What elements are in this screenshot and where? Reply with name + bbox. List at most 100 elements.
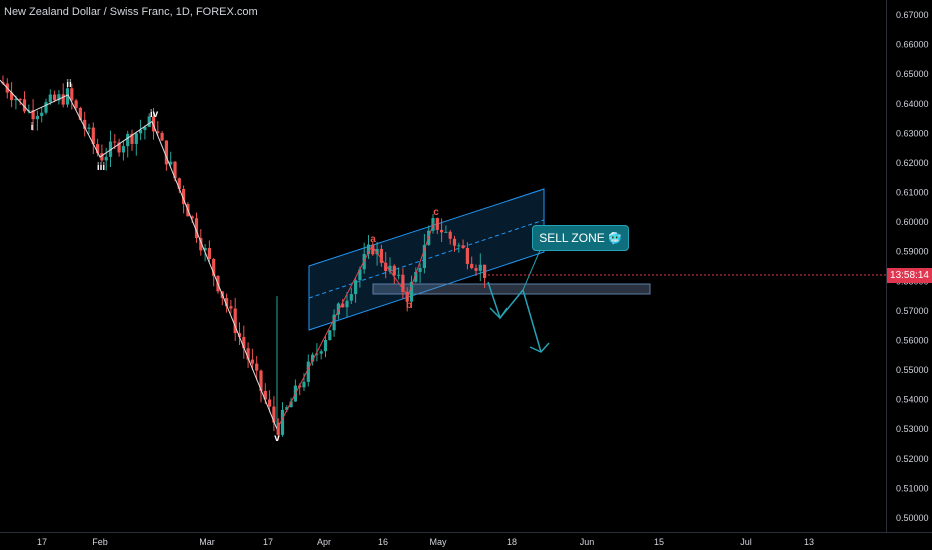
candle-body xyxy=(190,216,194,219)
candle-body xyxy=(306,361,310,382)
time-axis-label: Apr xyxy=(317,537,331,547)
candle-body xyxy=(336,303,340,315)
candle-body xyxy=(233,308,237,334)
candle-body xyxy=(448,231,452,239)
callout-pointer xyxy=(522,247,542,291)
candle-body xyxy=(285,407,289,410)
current-price-countdown: 13:58:14 xyxy=(887,268,932,283)
candle-body xyxy=(478,264,482,271)
price-axis-label: 0.61000 xyxy=(896,188,929,198)
time-axis-label: 17 xyxy=(37,537,47,547)
time-axis-label: Jun xyxy=(580,537,595,547)
candle-body xyxy=(272,406,276,423)
price-axis-label: 0.54000 xyxy=(896,395,929,405)
candle-body xyxy=(35,115,39,120)
time-axis-label: 17 xyxy=(263,537,273,547)
projection-arrowhead-2 xyxy=(529,342,550,353)
time-axis-label: May xyxy=(429,537,447,547)
price-axis-label: 0.62000 xyxy=(896,158,929,168)
price-axis-label: 0.53000 xyxy=(896,424,929,434)
chart-title: New Zealand Dollar / Swiss Franc, 1D, FO… xyxy=(4,6,258,18)
candle-body xyxy=(354,280,358,295)
time-axis-separator xyxy=(0,532,932,533)
price-axis-label: 0.59000 xyxy=(896,247,929,257)
candle-body xyxy=(349,294,353,301)
candle-body xyxy=(207,247,211,259)
price-axis-label: 0.51000 xyxy=(896,483,929,493)
wave-label-i: i xyxy=(31,122,34,133)
candle-body xyxy=(48,94,52,103)
time-axis-label: Feb xyxy=(92,537,108,547)
candle-body xyxy=(418,268,422,272)
candle-body xyxy=(366,244,371,254)
time-axis-label: Mar xyxy=(199,537,215,547)
price-axis-label: 0.60000 xyxy=(896,217,929,227)
candle-body xyxy=(268,399,272,407)
candle-body xyxy=(31,110,35,120)
candle-body xyxy=(44,102,48,113)
candle-body xyxy=(465,247,469,264)
candle-body xyxy=(173,161,177,179)
candle-body xyxy=(83,119,87,129)
candle-body xyxy=(328,330,332,341)
candle-body xyxy=(229,306,233,309)
candle-body xyxy=(388,265,392,271)
candle-body xyxy=(457,245,461,247)
candle-body xyxy=(263,390,267,400)
candle-body xyxy=(444,231,448,233)
candle-body xyxy=(358,269,362,281)
candle-body xyxy=(280,409,285,435)
price-axis-label: 0.56000 xyxy=(896,335,929,345)
time-axis-label: 15 xyxy=(654,537,664,547)
price-axis-label: 0.65000 xyxy=(896,69,929,79)
candle-body xyxy=(311,354,315,362)
price-axis-label: 0.63000 xyxy=(896,128,929,138)
candle-body xyxy=(40,112,44,116)
candle-body xyxy=(259,370,263,391)
candle-body xyxy=(397,274,401,276)
candle-body xyxy=(61,94,65,105)
projection-arrowhead-1 xyxy=(489,307,508,320)
sell-zone-callout[interactable]: SELL ZONE 🥶 xyxy=(532,225,629,251)
sell-zone-emoji: 🥶 xyxy=(608,233,622,245)
candle-body xyxy=(250,359,254,364)
candle-body xyxy=(315,353,319,355)
candle-body xyxy=(194,218,199,239)
time-axis-label: 18 xyxy=(507,537,517,547)
candle-body xyxy=(452,238,457,246)
candle-body xyxy=(375,248,379,255)
candle-body xyxy=(134,133,138,144)
price-axis-label: 0.55000 xyxy=(896,365,929,375)
sell-zone-box xyxy=(372,283,651,295)
candle-body xyxy=(108,141,113,157)
candle-body xyxy=(203,247,207,251)
candle-body xyxy=(53,94,57,101)
candle-body xyxy=(96,144,100,154)
candle-body xyxy=(401,274,405,292)
candle-body xyxy=(139,130,143,134)
wave-label-v: v xyxy=(274,433,280,444)
wave-label-iii: iii xyxy=(97,162,106,173)
candle-body xyxy=(104,156,108,161)
candle-body xyxy=(225,298,229,307)
candle-body xyxy=(100,153,104,161)
candle-body xyxy=(461,245,465,248)
candle-body xyxy=(255,363,259,371)
candle-body xyxy=(78,107,82,120)
candle-body xyxy=(182,188,186,205)
candle-body xyxy=(414,271,418,282)
candle-body xyxy=(14,98,18,101)
candle-body xyxy=(379,248,383,263)
impulse-wave-line xyxy=(0,79,278,430)
candle-body xyxy=(332,314,336,331)
time-axis-label: Jul xyxy=(740,537,752,547)
candle-body xyxy=(435,218,439,230)
candle-body xyxy=(117,142,121,153)
price-axis-label: 0.57000 xyxy=(896,306,929,316)
candle-body xyxy=(57,94,61,101)
candle-body xyxy=(65,88,70,105)
candle-body xyxy=(422,244,426,269)
candle-body xyxy=(384,262,388,271)
